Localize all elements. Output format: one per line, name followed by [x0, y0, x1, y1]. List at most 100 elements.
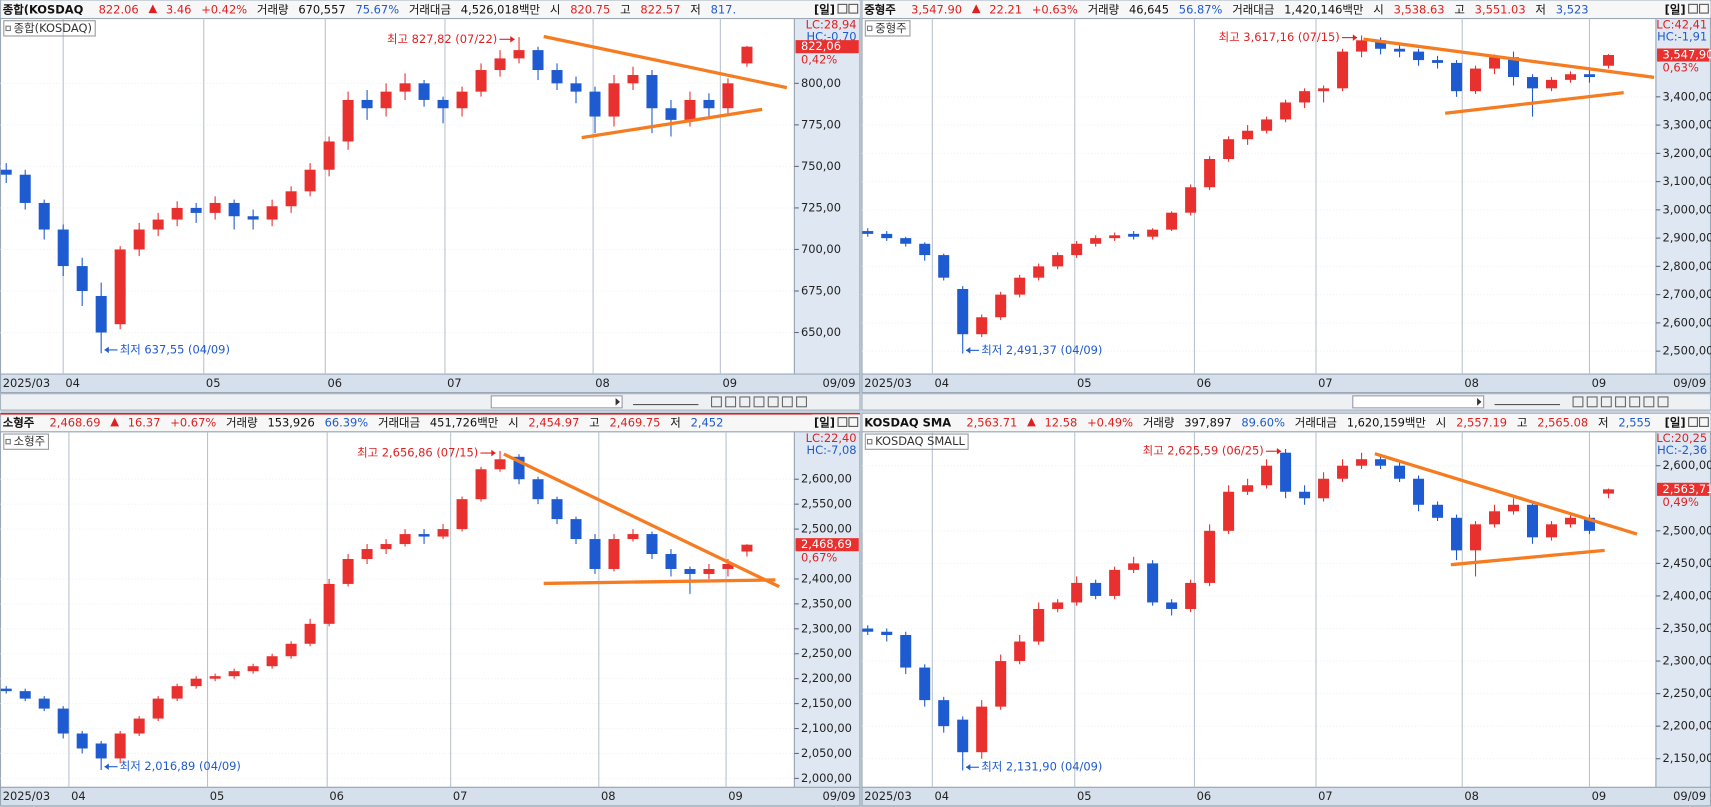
candle-body — [608, 539, 620, 569]
candle-body — [133, 229, 145, 250]
y-tick-label: 700,00 — [801, 242, 841, 256]
candle-body — [1318, 478, 1330, 499]
candle-body — [57, 229, 69, 267]
candle-body — [1337, 51, 1349, 89]
header-low-label: 저 — [690, 2, 701, 16]
header-high: 3,551.03 — [1475, 2, 1526, 16]
tool-icon — [781, 396, 793, 408]
scrollbar — [861, 393, 1711, 411]
candle-body — [1261, 119, 1273, 131]
candle-body — [152, 698, 164, 719]
note-arrowhead — [1276, 447, 1282, 455]
label-icon — [5, 25, 11, 32]
x-tick-label: 04 — [71, 789, 86, 803]
candle-body — [570, 519, 582, 540]
up-arrow — [148, 4, 158, 14]
price-tag-pct: 0,63% — [1663, 61, 1699, 75]
candle-body — [1375, 459, 1387, 466]
candle-body — [741, 544, 753, 552]
label-box — [3, 20, 96, 37]
label-box — [864, 20, 911, 37]
scroll-track — [1352, 395, 1485, 409]
low-note: 최저 637,55 (04/09) — [120, 342, 230, 356]
x-tick-label: 04 — [65, 376, 80, 390]
x-tick-label: 08 — [1464, 376, 1479, 390]
header-volume-label: 거래량 — [1088, 2, 1120, 16]
candle-body — [1451, 62, 1463, 92]
candle-body — [209, 202, 221, 213]
x-tick-label: 06 — [1197, 376, 1212, 390]
candle-body — [684, 568, 696, 574]
header-name: 소형주 — [3, 416, 35, 430]
header-open-label: 시 — [1436, 416, 1447, 430]
candle-body — [684, 99, 696, 120]
candle-body — [38, 202, 50, 230]
candle-body — [919, 243, 931, 256]
candle-body — [475, 469, 487, 500]
candle-body — [1602, 489, 1614, 494]
window-button — [837, 417, 848, 427]
header-volume-label: 거래량 — [1143, 416, 1175, 430]
candle-body — [1489, 57, 1501, 69]
note-arrowhead — [965, 763, 971, 771]
candle-body — [1432, 504, 1444, 518]
header-change: 16.37 — [128, 416, 161, 430]
scrollbar — [0, 393, 861, 411]
candle-body — [919, 667, 931, 701]
tool-icon — [796, 396, 807, 408]
y-tick-label: 2,400,00 — [801, 571, 852, 585]
chart-label: KOSDAQ SMALL — [875, 434, 965, 448]
y-tick-label: 2,500,00 — [801, 522, 852, 536]
y-tick-label: 800,00 — [801, 76, 841, 90]
x-tick-label: 2025/03 — [864, 789, 912, 803]
candle-body — [1356, 40, 1368, 52]
candle-body — [1299, 491, 1311, 499]
candle-body — [1526, 77, 1539, 89]
header-change: 22.21 — [989, 2, 1022, 16]
candle-body — [1489, 511, 1501, 525]
candle-body — [1299, 91, 1311, 103]
header-amount: 451,726백만 — [430, 416, 499, 430]
candle-body — [57, 708, 69, 734]
candle-body — [1242, 485, 1254, 492]
chart-panel: 소형주 2,468.69 16.37 +0.67% 거래량 153,926 66.39% 거래… — [0, 412, 861, 807]
label-icon — [866, 438, 873, 445]
candle-body — [862, 231, 874, 234]
y-tick-label: 2,600,00 — [1663, 315, 1711, 329]
header-amount-label: 거래대금 — [409, 2, 451, 16]
up-arrow — [1027, 417, 1036, 427]
candle-body — [1128, 233, 1140, 237]
x-tick-label: 09 — [1592, 789, 1607, 803]
header-amount-label: 거래대금 — [1232, 2, 1274, 16]
candle-body — [1185, 582, 1197, 609]
plot-content — [0, 431, 795, 788]
x-tick-label: 09 — [1592, 376, 1607, 390]
candle-body — [38, 698, 50, 709]
header-amount-label: 거래대금 — [1295, 416, 1337, 430]
y-tick-label: 3,400,00 — [1663, 89, 1711, 103]
x-tick-label: 07 — [1318, 376, 1333, 390]
candle-body — [285, 191, 297, 207]
candle-body — [19, 691, 31, 699]
header-change-pct: +0.42% — [201, 2, 247, 16]
header-volume-ratio: 75.67% — [355, 2, 399, 16]
trendline — [1374, 452, 1638, 536]
candle-body — [228, 671, 240, 677]
price-tag — [795, 40, 859, 54]
date-axis — [861, 786, 1711, 807]
y-tick-label: 2,250,00 — [801, 646, 852, 660]
candle-body — [19, 174, 31, 203]
scroll-track — [490, 395, 623, 409]
candle-body — [1166, 212, 1178, 230]
candle-body — [900, 635, 912, 668]
label-box — [3, 433, 49, 450]
y-tick-label: 3,000,00 — [1663, 202, 1711, 216]
candle-body — [1052, 255, 1064, 267]
header-change-pct: +0.49% — [1087, 416, 1133, 430]
trendline — [581, 107, 763, 140]
hc-label: HC:-0,70 — [807, 30, 857, 44]
candle-body — [1166, 602, 1178, 609]
header-volume: 153,926 — [267, 416, 314, 430]
candle-body — [1508, 57, 1520, 78]
